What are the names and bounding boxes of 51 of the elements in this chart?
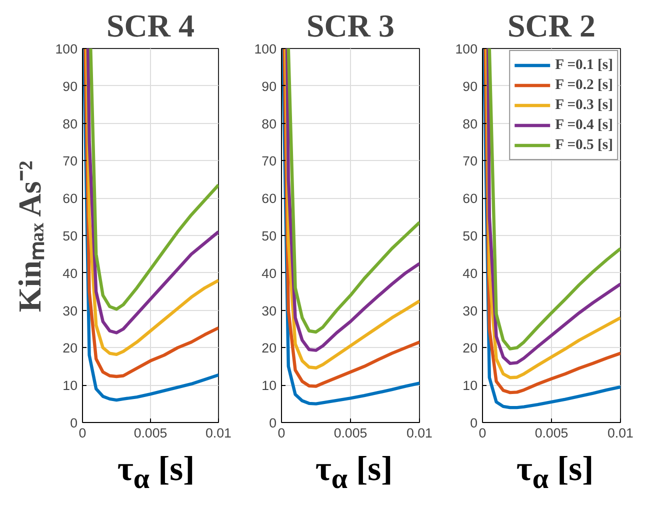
y-tick-label: 40	[262, 266, 277, 281]
y-tick-label: 10	[462, 378, 478, 394]
x-tick-label: 0.01	[608, 426, 634, 440]
y-tick-label: 0	[70, 416, 78, 430]
y-tick-label: 70	[62, 154, 78, 169]
y-tick-label: 90	[62, 78, 78, 94]
y-tick-label: 50	[62, 228, 78, 244]
x-tick-label: 0.005	[134, 426, 168, 440]
y-tick-label: 0	[470, 416, 478, 430]
y-tick-label: 50	[262, 228, 277, 244]
y-tick-label: 20	[62, 340, 78, 356]
y-tick-label: 30	[462, 303, 478, 318]
x-axis-title: τ$_{α}$ [s]	[117, 449, 195, 497]
y-tick-label: 30	[262, 303, 277, 318]
y-tick-label: 70	[462, 154, 478, 169]
legend-label: F =0.4 [s]	[555, 116, 613, 134]
y-tick-label: 40	[462, 266, 478, 281]
x-tick-label: 0.01	[206, 426, 232, 440]
legend-label: F =0.2 [s]	[555, 76, 613, 94]
y-tick-label: 30	[62, 303, 78, 318]
y-tick-label: 80	[62, 116, 78, 132]
y-tick-label: 10	[262, 378, 277, 394]
y-tick-label: 60	[462, 191, 478, 206]
y-tick-label: 20	[462, 340, 478, 356]
y-tick-label: 0	[269, 416, 277, 430]
y-tick-label: 80	[262, 116, 277, 132]
legend-label: F =0.1 [s]	[555, 56, 613, 74]
y-tick-label: 10	[62, 378, 78, 394]
chart-title: SCR 3	[306, 8, 395, 44]
y-tick-label: 60	[262, 191, 277, 206]
y-tick-label: 100	[254, 42, 277, 56]
y-tick-label: 90	[462, 78, 478, 94]
chart-title: SCR 4	[106, 8, 195, 44]
y-tick-label: 50	[462, 228, 478, 244]
y-axis-title: Kinₘₐₓ As⁻²	[11, 160, 48, 312]
y-tick-label: 70	[262, 154, 277, 169]
legend-label: F =0.5 [s]	[555, 136, 613, 154]
y-tick-label: 40	[62, 266, 78, 281]
x-tick-label: 0.005	[334, 426, 368, 440]
x-tick-label: 0.01	[406, 426, 432, 440]
y-tick-label: 100	[455, 42, 478, 56]
y-tick-label: 60	[62, 191, 78, 206]
x-tick-label: 0.005	[534, 426, 568, 440]
y-tick-label: 90	[262, 78, 277, 94]
x-axis-title: τ$_{α}$ [s]	[516, 449, 594, 497]
y-tick-label: 100	[55, 42, 78, 56]
chart-title: SCR 2	[507, 8, 596, 44]
y-tick-label: 20	[262, 340, 277, 356]
x-axis-title: τ$_{α}$ [s]	[315, 449, 393, 497]
legend-label: F =0.3 [s]	[555, 96, 613, 114]
y-tick-label: 80	[462, 116, 478, 132]
